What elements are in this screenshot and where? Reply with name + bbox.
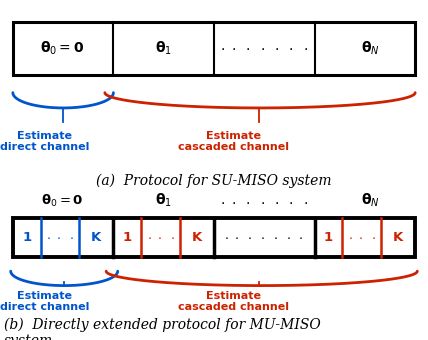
Text: Estimate
cascaded channel: Estimate cascaded channel: [178, 131, 289, 153]
Text: $\mathbf{\theta}_0 = \mathbf{0}$: $\mathbf{\theta}_0 = \mathbf{0}$: [41, 193, 83, 209]
Bar: [13, 22, 415, 75]
Text: K: K: [91, 231, 101, 244]
Text: $\mathbf{\theta}_1$: $\mathbf{\theta}_1$: [155, 192, 172, 209]
Text: $\cdot\ \cdot\ \cdot\ \cdot\ \cdot\ \cdot\ \cdot$: $\cdot\ \cdot\ \cdot\ \cdot\ \cdot\ \cdo…: [220, 41, 308, 55]
Text: $\cdot\ \cdot\ \cdot$: $\cdot\ \cdot\ \cdot$: [348, 231, 376, 244]
Text: Estimate
direct channel: Estimate direct channel: [0, 291, 89, 312]
Text: K: K: [192, 231, 202, 244]
Text: $\mathbf{\theta}_N$: $\mathbf{\theta}_N$: [361, 192, 380, 209]
Text: $\mathbf{\theta}_0 = \mathbf{0}$: $\mathbf{\theta}_0 = \mathbf{0}$: [40, 40, 84, 57]
Text: $\cdot\ \cdot\ \cdot$: $\cdot\ \cdot\ \cdot$: [146, 231, 175, 244]
Text: (a)  Protocol for SU-MISO system: (a) Protocol for SU-MISO system: [96, 173, 332, 188]
Text: K: K: [393, 231, 403, 244]
Text: $\cdot\ \cdot\ \cdot$: $\cdot\ \cdot\ \cdot$: [46, 231, 74, 244]
Text: $\mathbf{\theta}_N$: $\mathbf{\theta}_N$: [361, 40, 380, 57]
Text: 1: 1: [324, 231, 333, 244]
Text: (b)  Directly extended protocol for MU-MISO
system: (b) Directly extended protocol for MU-MI…: [4, 318, 321, 340]
Text: Estimate
direct channel: Estimate direct channel: [0, 131, 89, 153]
Text: $\cdot\ \cdot\ \cdot\ \cdot\ \cdot\ \cdot\ \cdot$: $\cdot\ \cdot\ \cdot\ \cdot\ \cdot\ \cdo…: [220, 195, 308, 209]
Text: Estimate
cascaded channel: Estimate cascaded channel: [178, 291, 289, 312]
Text: 1: 1: [123, 231, 132, 244]
Text: 1: 1: [22, 231, 31, 244]
Text: $\cdot\ \cdot\ \cdot\ \cdot\ \cdot\ \cdot\ \cdot$: $\cdot\ \cdot\ \cdot\ \cdot\ \cdot\ \cdo…: [225, 231, 304, 244]
Bar: [13, 218, 415, 257]
Text: $\mathbf{\theta}_1$: $\mathbf{\theta}_1$: [155, 40, 172, 57]
